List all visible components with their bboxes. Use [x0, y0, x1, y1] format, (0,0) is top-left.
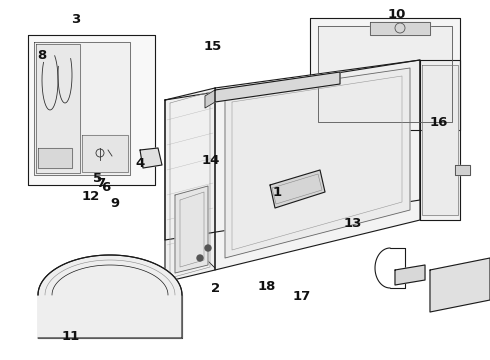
Polygon shape — [205, 90, 215, 108]
Polygon shape — [28, 35, 155, 185]
Polygon shape — [82, 135, 128, 172]
Polygon shape — [430, 258, 490, 312]
Text: 3: 3 — [72, 13, 80, 26]
Polygon shape — [140, 148, 162, 168]
Polygon shape — [215, 60, 420, 270]
Text: 8: 8 — [37, 49, 46, 62]
Text: 1: 1 — [272, 186, 281, 199]
Polygon shape — [225, 68, 410, 258]
Polygon shape — [318, 26, 452, 122]
Text: 14: 14 — [201, 154, 220, 167]
Polygon shape — [38, 148, 72, 168]
Text: 18: 18 — [258, 280, 276, 293]
Circle shape — [205, 245, 211, 251]
Text: 13: 13 — [343, 217, 362, 230]
Text: 6: 6 — [101, 181, 110, 194]
Polygon shape — [36, 44, 80, 173]
Text: 9: 9 — [111, 197, 120, 210]
Text: 4: 4 — [135, 157, 144, 170]
Text: 16: 16 — [429, 116, 448, 129]
Polygon shape — [175, 186, 208, 273]
Polygon shape — [455, 165, 470, 175]
Text: 17: 17 — [292, 291, 311, 303]
Polygon shape — [270, 170, 325, 208]
Text: 5: 5 — [94, 172, 102, 185]
Polygon shape — [165, 60, 420, 240]
Polygon shape — [370, 22, 430, 35]
Polygon shape — [420, 60, 460, 220]
Text: 2: 2 — [211, 282, 220, 294]
Polygon shape — [165, 88, 215, 282]
Polygon shape — [422, 65, 458, 215]
Polygon shape — [310, 18, 460, 130]
Circle shape — [197, 255, 203, 261]
Text: 12: 12 — [81, 190, 100, 203]
Text: 11: 11 — [62, 330, 80, 343]
Text: 15: 15 — [204, 40, 222, 53]
Text: 10: 10 — [388, 8, 406, 21]
Polygon shape — [34, 42, 130, 175]
Polygon shape — [395, 265, 425, 285]
Text: 7: 7 — [96, 177, 105, 190]
Polygon shape — [215, 72, 340, 102]
Polygon shape — [38, 255, 182, 338]
